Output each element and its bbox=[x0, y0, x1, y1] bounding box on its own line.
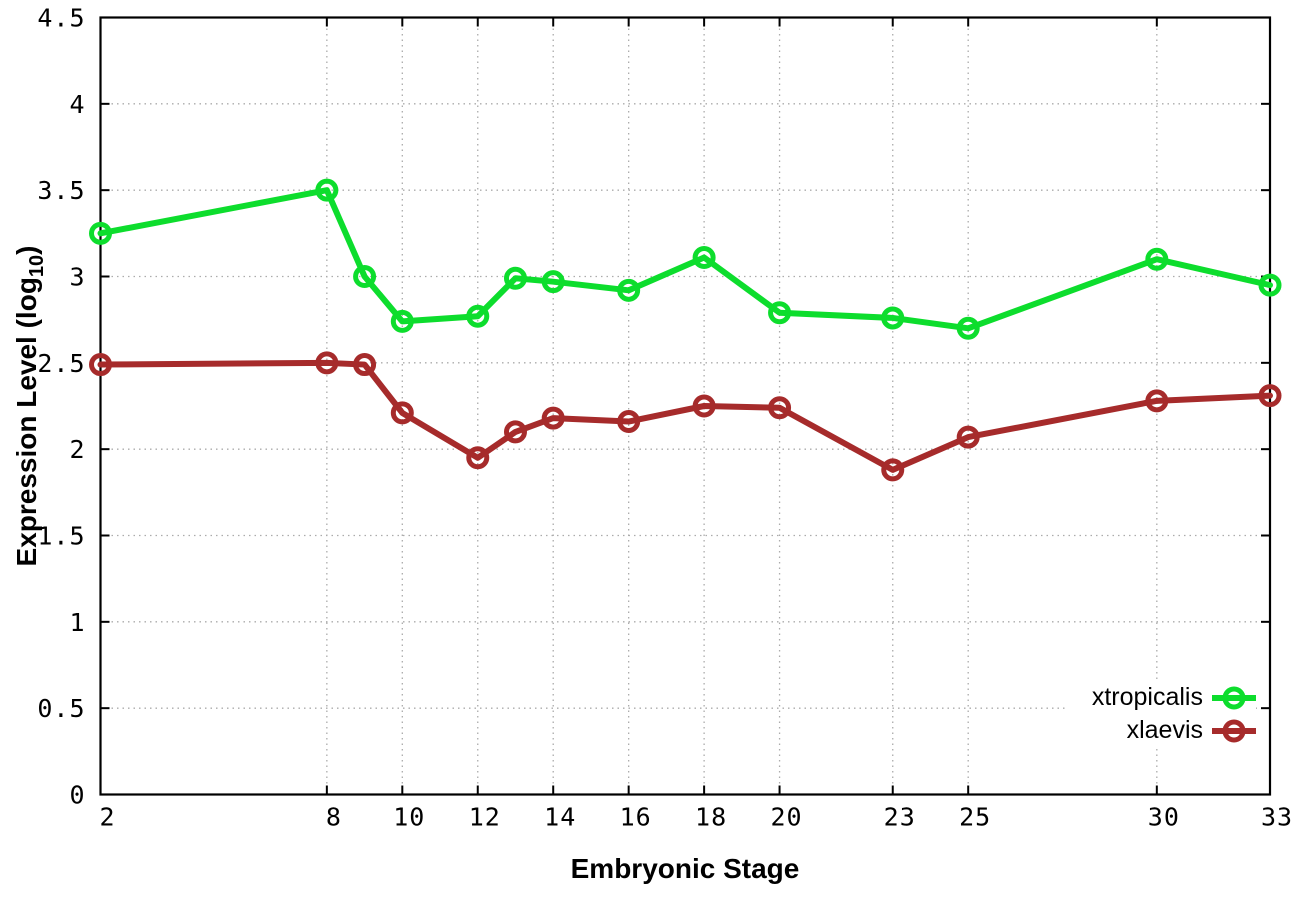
data-point-xtropicalis bbox=[466, 304, 490, 328]
x-tick-label: 16 bbox=[620, 803, 652, 832]
data-point-xlaevis bbox=[315, 351, 339, 375]
data-point-xtropicalis bbox=[617, 278, 641, 302]
y-axis-title-subscript: 10 bbox=[26, 254, 48, 278]
data-point-xtropicalis bbox=[315, 178, 339, 202]
data-point-xtropicalis bbox=[1258, 273, 1282, 297]
x-tick-label: 20 bbox=[771, 803, 803, 832]
plot-border bbox=[99, 16, 1272, 796]
x-tick-label: 12 bbox=[469, 803, 501, 832]
x-axis-title: Embryonic Stage bbox=[570, 853, 800, 884]
data-point-xlaevis bbox=[1258, 384, 1282, 408]
data-point-xtropicalis bbox=[692, 246, 716, 270]
y-tick-label: 4.5 bbox=[37, 4, 85, 33]
data-point-xlaevis bbox=[390, 401, 414, 425]
data-point-xlaevis bbox=[617, 410, 641, 434]
xlaevis-series-marker-icon bbox=[1212, 719, 1256, 743]
data-point-xlaevis bbox=[881, 458, 905, 482]
legend-circle-sample bbox=[1222, 719, 1246, 742]
y-tick-label: 3 bbox=[69, 263, 85, 292]
data-point-xtropicalis bbox=[390, 309, 414, 333]
y-tick-label: 0 bbox=[69, 781, 85, 810]
y-tick-label: 2 bbox=[69, 435, 85, 464]
legend-circle-sample bbox=[1222, 686, 1246, 709]
data-point-xtropicalis bbox=[1145, 247, 1169, 271]
data-point-xlaevis bbox=[768, 396, 792, 420]
data-point-xtropicalis bbox=[541, 270, 565, 294]
data-point-xlaevis bbox=[466, 446, 490, 470]
x-tick-label: 23 bbox=[884, 803, 916, 832]
x-tick-label: 14 bbox=[544, 803, 576, 832]
x-tick-label: 8 bbox=[326, 803, 342, 832]
data-point-xlaevis bbox=[692, 394, 716, 418]
x-tick-label: 18 bbox=[695, 803, 727, 832]
data-point-xlaevis bbox=[503, 420, 527, 444]
data-point-xlaevis bbox=[1145, 389, 1169, 413]
x-tick-label: 10 bbox=[393, 803, 425, 832]
x-tick-label: 30 bbox=[1148, 803, 1180, 832]
y-axis-title-close: ) bbox=[11, 245, 42, 255]
data-point-xtropicalis bbox=[768, 301, 792, 325]
x-tick-label: 2 bbox=[99, 803, 115, 832]
data-point-xtropicalis bbox=[956, 316, 980, 340]
data-point-xtropicalis bbox=[89, 221, 112, 245]
y-tick-label: 4 bbox=[69, 90, 85, 119]
x-tick-label: 33 bbox=[1261, 803, 1293, 832]
legend-item-xtropicalis: xtropicalis bbox=[1092, 681, 1256, 714]
data-point-xlaevis bbox=[541, 406, 565, 430]
data-point-xtropicalis bbox=[353, 265, 377, 288]
y-tick-label: 2.5 bbox=[37, 349, 85, 378]
legend-label-xlaevis: xlaevis bbox=[1126, 716, 1203, 744]
data-point-xlaevis bbox=[89, 353, 112, 377]
y-tick-label: 3.5 bbox=[37, 176, 85, 205]
data-point-xtropicalis bbox=[503, 266, 527, 290]
xtropicalis-series-marker-icon bbox=[1212, 686, 1256, 710]
data-point-xlaevis bbox=[353, 353, 377, 377]
y-tick-label: 0.5 bbox=[37, 694, 85, 723]
x-tick-label: 25 bbox=[959, 803, 991, 832]
legend: xtropicalis xlaevis bbox=[1066, 681, 1256, 747]
data-point-xlaevis bbox=[956, 425, 980, 449]
series-line-xlaevis bbox=[97, 359, 1273, 473]
legend-label-xtropicalis: xtropicalis bbox=[1091, 683, 1203, 711]
series-line-xtropicalis bbox=[97, 187, 1273, 332]
y-tick-label: 1 bbox=[69, 608, 85, 637]
legend-item-xlaevis: xlaevis bbox=[1127, 714, 1256, 747]
y-axis-title-main: Expression Level (log bbox=[11, 277, 42, 567]
data-point-xtropicalis bbox=[881, 306, 905, 330]
y-axis-title: Expression Level (log10) bbox=[11, 246, 49, 567]
y-tick-label: 1.5 bbox=[37, 522, 85, 551]
